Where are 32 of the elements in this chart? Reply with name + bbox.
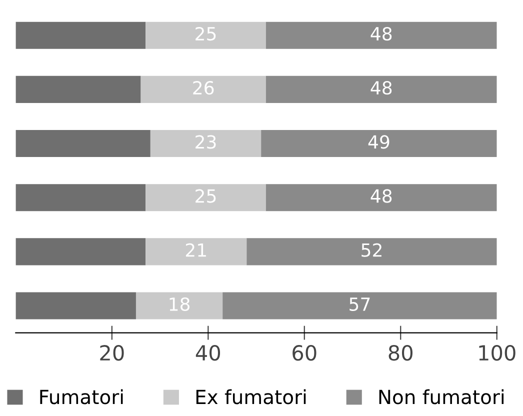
bar (246, 238, 497, 266)
x-tick-label: 60 (292, 344, 316, 361)
legend-label: Fumatori (40, 389, 123, 404)
bar (16, 22, 146, 49)
bar (16, 238, 146, 266)
bar (16, 292, 136, 320)
data-label: 48 (370, 81, 392, 95)
legend-label: Ex fumatori (196, 389, 306, 404)
bar (136, 292, 223, 320)
data-label: 57 (350, 298, 370, 311)
data-label: 52 (362, 243, 382, 257)
bar (261, 130, 497, 158)
x-tick-label: 20 (100, 344, 124, 361)
bar (266, 184, 497, 212)
data-label: 48 (370, 26, 392, 41)
bar (146, 22, 266, 49)
bar (16, 184, 146, 212)
bar (266, 76, 497, 103)
data-label: 49 (368, 135, 390, 149)
x-tick-label: 100 (479, 344, 516, 361)
x-tick-label: 40 (196, 344, 220, 361)
bar (16, 130, 150, 158)
bar (140, 76, 266, 103)
bar (222, 292, 497, 320)
data-label: 48 (370, 189, 392, 203)
bar (146, 238, 247, 266)
bar (146, 184, 266, 212)
bar (150, 130, 262, 158)
legend-label: Non fumatori (379, 389, 504, 404)
bar (266, 22, 497, 49)
x-tick-label: 80 (388, 344, 412, 361)
bar (16, 76, 141, 103)
